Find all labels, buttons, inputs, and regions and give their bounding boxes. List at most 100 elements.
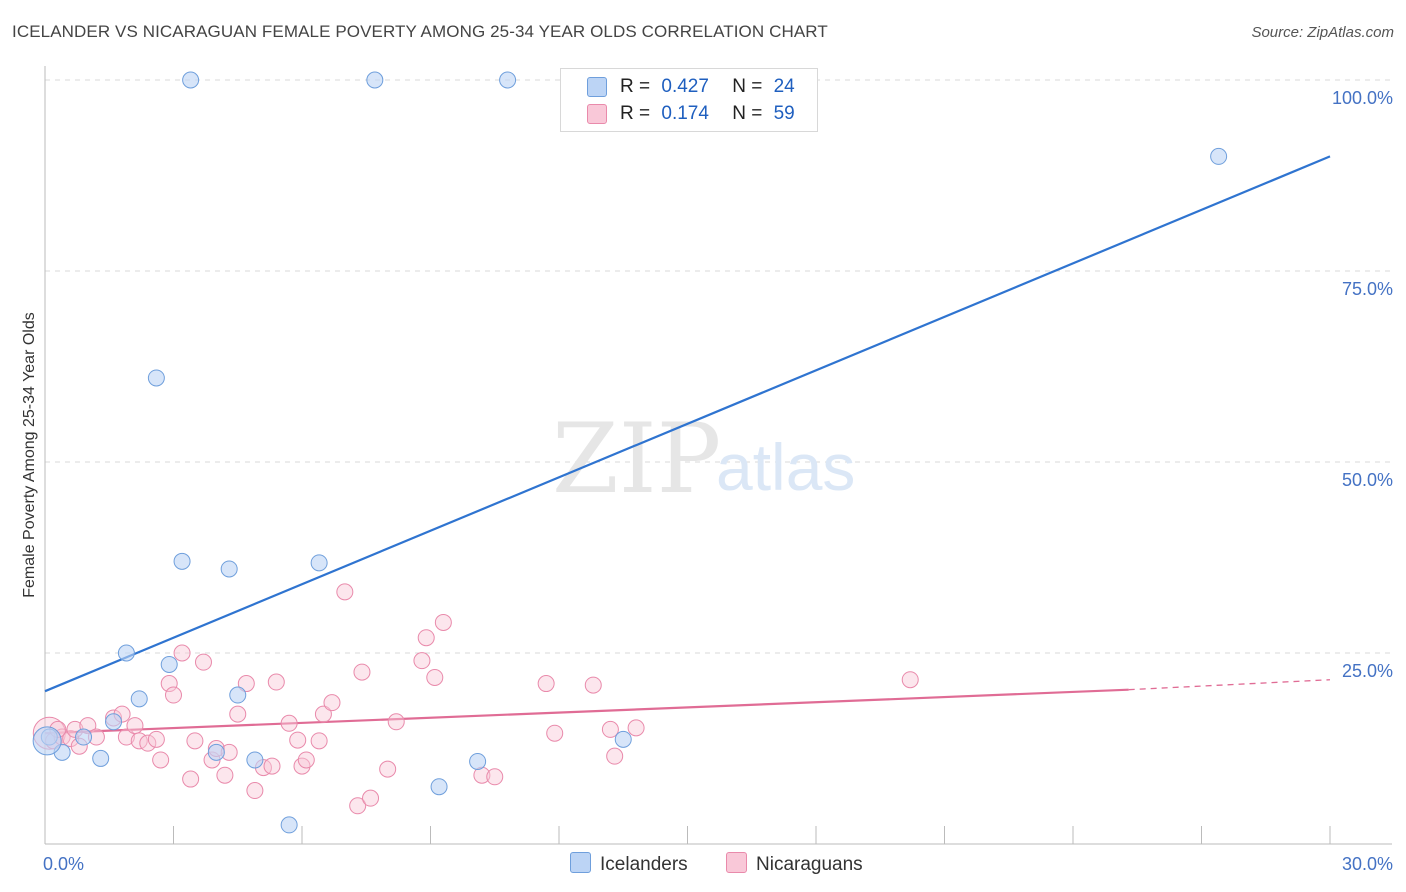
- nicaraguans-point: [387, 713, 405, 731]
- bottom-legend-nicaraguans: Nicaraguans: [726, 852, 863, 876]
- icelanders-point: [499, 71, 517, 89]
- icelanders-point: [105, 713, 123, 731]
- nicaraguans-point: [173, 644, 191, 662]
- nicaraguans-point: [584, 676, 602, 694]
- nicaraguans-point: [186, 732, 204, 750]
- nicaraguans-point: [323, 694, 341, 712]
- nicaraguans-point: [293, 757, 311, 775]
- legend-swatch-pink: [587, 104, 607, 124]
- nicaraguans-point: [182, 770, 200, 788]
- nicaraguans-point: [434, 613, 452, 631]
- icelanders-trend-line: [44, 155, 1331, 693]
- source-label: Source: ZipAtlas.com: [1251, 24, 1394, 41]
- y-tick-label: 50.0%: [1342, 470, 1393, 490]
- nicaraguans-point: [147, 730, 165, 748]
- nicaraguans-point: [280, 714, 298, 732]
- nicaraguans-point: [152, 751, 170, 769]
- nicaraguans-point: [310, 732, 328, 750]
- icelanders-point: [182, 71, 200, 89]
- trend-lines: [44, 155, 1331, 735]
- icelanders-point: [130, 690, 148, 708]
- bottom-legend-icelanders: Icelanders: [570, 852, 688, 876]
- nicaraguans-point: [297, 751, 315, 769]
- icelanders-point: [220, 560, 238, 578]
- icelanders-point: [75, 728, 93, 746]
- icelanders-point: [246, 751, 264, 769]
- legend-r-label: R =: [620, 76, 651, 97]
- nicaraguans-point: [901, 671, 919, 689]
- legend-n-label: N =: [732, 103, 763, 124]
- icelanders-point: [117, 644, 135, 662]
- nicaraguans-point: [413, 652, 431, 670]
- nicaraguans-point: [165, 686, 182, 704]
- icelanders-point: [160, 655, 178, 673]
- nicaraguans-point: [237, 675, 255, 693]
- icelanders-point: [173, 552, 191, 570]
- icelanders-point: [366, 71, 384, 89]
- legend-n-label: N =: [732, 76, 763, 97]
- nicaraguans-points: [32, 583, 919, 815]
- y-tick-label: 75.0%: [1342, 279, 1393, 299]
- bottom-legend-label: Icelanders: [600, 854, 688, 875]
- nicaraguans-point: [606, 747, 624, 765]
- chart-title: ICELANDER VS NICARAGUAN FEMALE POVERTY A…: [12, 22, 828, 41]
- tick-labels: 25.0% 50.0% 75.0% 100.0% 0.0% 30.0%: [43, 88, 1393, 874]
- legend-n-value: 24: [773, 76, 795, 97]
- legend-n-value: 59: [773, 103, 795, 124]
- nicaraguans-point: [160, 675, 178, 693]
- icelanders-point: [229, 686, 247, 704]
- y-tick-label: 25.0%: [1342, 661, 1393, 681]
- nicaraguans-point: [267, 673, 285, 691]
- legend-r-label: R =: [620, 103, 651, 124]
- nicaraguans-point: [126, 717, 144, 735]
- bottom-legend-swatch-pink: [726, 852, 747, 873]
- legend-swatch-blue: [587, 77, 607, 97]
- icelanders-point: [1210, 147, 1228, 165]
- nicaraguans-point: [289, 731, 307, 749]
- nicaraguans-trend-extension: [1128, 679, 1331, 691]
- nicaraguans-point: [229, 705, 247, 723]
- nicaraguans-point: [627, 719, 645, 737]
- legend-r-value: 0.427: [661, 76, 709, 97]
- icelanders-point: [147, 369, 165, 387]
- icelanders-points: [32, 71, 1228, 834]
- nicaraguans-point: [263, 757, 281, 775]
- legend-r-value: 0.174: [661, 103, 709, 124]
- axes: [44, 66, 1392, 845]
- icelanders-point: [310, 554, 328, 572]
- x-tick-label: 0.0%: [43, 854, 84, 874]
- grid-lines: [45, 79, 1392, 654]
- correlation-legend: R = 0.427 N = 24 R = 0.174 N = 59: [560, 68, 818, 132]
- nicaraguans-point: [426, 668, 444, 686]
- nicaraguans-point: [537, 675, 555, 693]
- nicaraguans-point: [353, 663, 371, 681]
- watermark-atlas: atlas: [716, 430, 855, 504]
- icelanders-point: [207, 743, 225, 761]
- icelanders-point: [280, 816, 298, 834]
- y-tick-label: 100.0%: [1332, 88, 1393, 108]
- nicaraguans-point: [486, 768, 504, 786]
- icelanders-point: [614, 730, 632, 748]
- nicaraguans-point: [601, 720, 619, 738]
- nicaraguans-trend-line: [44, 688, 1129, 735]
- nicaraguans-point: [546, 724, 564, 742]
- nicaraguans-point: [314, 705, 332, 723]
- icelanders-point: [469, 752, 487, 770]
- x-tick-label: 30.0%: [1342, 854, 1393, 874]
- bottom-legend-label: Nicaraguans: [756, 854, 863, 875]
- nicaraguans-point: [117, 728, 135, 746]
- nicaraguans-point: [349, 797, 367, 815]
- nicaraguans-point: [336, 583, 354, 601]
- icelanders-point: [430, 778, 448, 796]
- icelanders-point: [92, 749, 110, 767]
- nicaraguans-point: [194, 653, 212, 671]
- nicaraguans-point: [379, 760, 397, 778]
- nicaraguans-point: [139, 734, 157, 752]
- nicaraguans-point: [417, 629, 435, 647]
- nicaraguans-point: [362, 789, 380, 807]
- icelanders-point: [32, 726, 62, 756]
- nicaraguans-point: [246, 782, 264, 800]
- bottom-legend-swatch-blue: [570, 852, 591, 873]
- watermark: ZIP atlas: [552, 403, 855, 515]
